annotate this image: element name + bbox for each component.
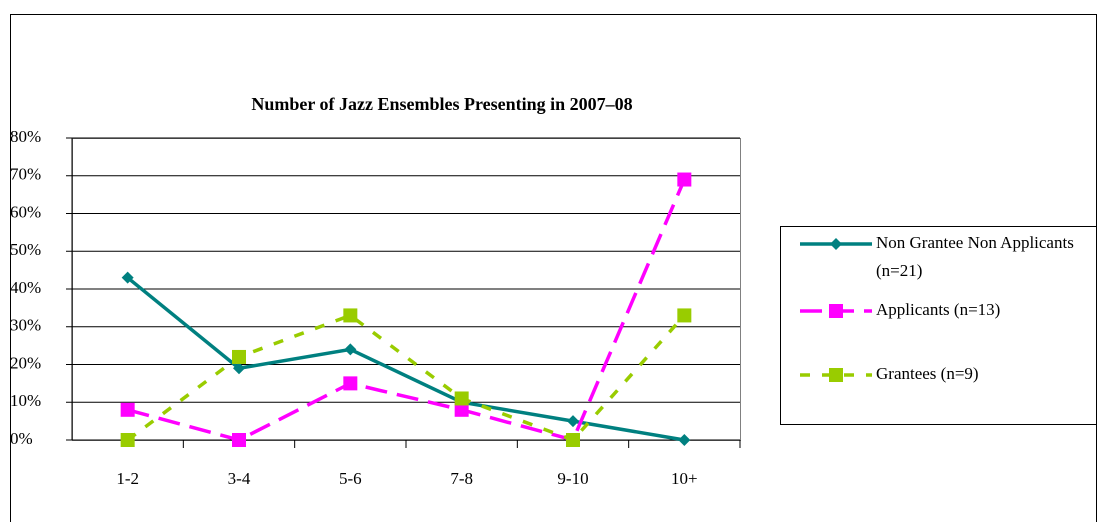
- legend-label: Grantees (n=9): [876, 364, 979, 383]
- marker: [343, 376, 358, 391]
- marker: [566, 433, 580, 447]
- legend-label: Applicants (n=13): [876, 300, 1001, 319]
- marker: [343, 308, 358, 323]
- y-tick-label: 50%: [10, 240, 41, 259]
- y-tick-label: 40%: [10, 278, 41, 297]
- marker: [120, 402, 135, 417]
- marker: [454, 402, 469, 417]
- y-tick-label: 80%: [10, 127, 41, 146]
- marker: [677, 308, 692, 323]
- x-tick-label: 9-10: [557, 469, 588, 488]
- y-tick-label: 20%: [10, 353, 41, 372]
- marker: [120, 433, 135, 447]
- marker: [232, 349, 246, 364]
- x-tick-label: 1-2: [116, 469, 139, 488]
- marker: [829, 368, 843, 382]
- y-tick-label: 0%: [10, 429, 33, 448]
- legend-box: [780, 226, 1097, 425]
- y-tick-label: 30%: [10, 316, 41, 335]
- marker: [344, 343, 357, 356]
- marker: [829, 304, 843, 318]
- marker: [232, 433, 246, 447]
- marker: [567, 415, 579, 428]
- x-tick-label: 7-8: [450, 469, 473, 488]
- x-tick-label: 10+: [671, 469, 698, 488]
- series-line: [127, 178, 686, 443]
- marker: [121, 271, 134, 284]
- marker: [454, 391, 469, 406]
- chart-title: Number of Jazz Ensembles Presenting in 2…: [251, 94, 632, 114]
- x-tick-label: 5-6: [339, 469, 362, 488]
- marker: [677, 172, 692, 187]
- series-line: [126, 276, 685, 442]
- marker: [830, 238, 842, 250]
- y-tick-label: 60%: [10, 202, 41, 221]
- x-tick-label: 3-4: [228, 469, 251, 488]
- legend-label: Non Grantee Non Applicants (n=21): [876, 233, 1074, 280]
- y-tick-label: 70%: [10, 165, 41, 184]
- marker: [678, 434, 691, 446]
- y-tick-label: 10%: [10, 391, 41, 410]
- marker: [233, 362, 245, 375]
- series-line: [126, 313, 686, 443]
